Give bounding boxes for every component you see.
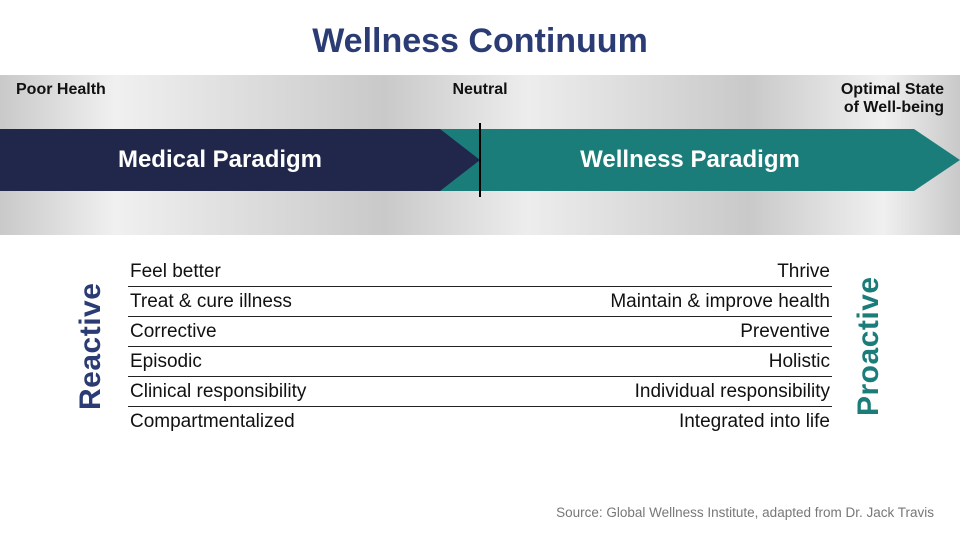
row-left: Feel better <box>130 261 221 283</box>
row-left: Treat & cure illness <box>130 291 292 313</box>
source-attribution: Source: Global Wellness Institute, adapt… <box>556 505 934 520</box>
row-right: Thrive <box>777 261 830 283</box>
row-left: Clinical responsibility <box>130 381 306 403</box>
row-right: Integrated into life <box>679 411 830 433</box>
table-row: Compartmentalized Integrated into life <box>128 407 832 436</box>
row-left: Compartmentalized <box>130 411 295 433</box>
band-label-left: Poor Health <box>16 81 216 118</box>
page-title: Wellness Continuum <box>0 0 960 75</box>
comparison-table: Feel better Thrive Treat & cure illness … <box>128 257 832 436</box>
band-label-center: Neutral <box>380 81 580 99</box>
table-row: Clinical responsibility Individual respo… <box>128 377 832 407</box>
medical-arrow-label: Medical Paradigm <box>0 129 440 191</box>
wellness-arrow-head <box>914 129 960 191</box>
table-row: Episodic Holistic <box>128 347 832 377</box>
arrow-group: Wellness Paradigm Medical Paradigm <box>0 129 960 191</box>
wellness-arrow-label: Wellness Paradigm <box>480 129 900 191</box>
table-row: Corrective Preventive <box>128 317 832 347</box>
band-label-right: Optimal Stateof Well-being <box>744 81 944 118</box>
continuum-band: Poor Health Neutral Optimal Stateof Well… <box>0 75 960 235</box>
medical-arrow-head <box>440 129 480 191</box>
reactive-heading: Reactive <box>70 257 112 436</box>
row-right: Maintain & improve health <box>610 291 830 313</box>
row-right: Holistic <box>769 351 830 373</box>
band-labels: Poor Health Neutral Optimal Stateof Well… <box>0 81 960 118</box>
row-left: Corrective <box>130 321 217 343</box>
table-row: Feel better Thrive <box>128 257 832 287</box>
proactive-heading: Proactive <box>848 257 890 436</box>
row-right: Individual responsibility <box>635 381 830 403</box>
center-divider <box>479 123 481 197</box>
row-left: Episodic <box>130 351 202 373</box>
row-right: Preventive <box>740 321 830 343</box>
table-row: Treat & cure illness Maintain & improve … <box>128 287 832 317</box>
comparison-section: Reactive Feel better Thrive Treat & cure… <box>70 257 890 436</box>
medical-arrow: Medical Paradigm <box>0 129 480 191</box>
